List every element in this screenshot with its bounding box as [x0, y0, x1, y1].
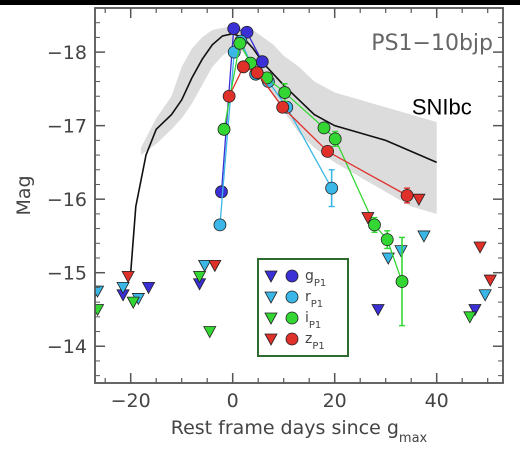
- series-z-point: [250, 66, 264, 80]
- series-r-upper-limit: [478, 289, 492, 302]
- y-tick-label: −17: [47, 116, 87, 138]
- legend-r-triangle: [264, 291, 278, 304]
- series-z-point: [321, 144, 334, 158]
- series-i-line: [223, 41, 403, 282]
- series-i-point: [328, 132, 342, 146]
- series-i: [95, 36, 477, 339]
- legend-i-label: iP1: [305, 310, 321, 331]
- series-z-upper-limit: [121, 270, 135, 284]
- legend-z-label-main: z: [305, 331, 312, 347]
- legend-i-label-sub: P1: [309, 320, 321, 331]
- x-tick-label: 20: [323, 390, 347, 412]
- legend-i-circle: [285, 311, 299, 325]
- series-g-point: [215, 185, 228, 199]
- series-z: [121, 60, 497, 287]
- legend-i-label-main: i: [305, 310, 309, 326]
- series-z-upper-limit: [208, 259, 222, 273]
- series-z-point: [400, 189, 414, 202]
- series-g-upper-limit: [141, 282, 156, 295]
- series-i-upper-limit: [126, 296, 140, 309]
- series-r-point: [213, 218, 227, 232]
- plot-frame: [94, 7, 504, 384]
- x-axis-label: Rest frame days since gmax: [171, 417, 428, 446]
- y-tick-label: −14: [47, 336, 87, 358]
- series-g: [95, 22, 482, 317]
- series-i-upper-limit: [463, 311, 477, 324]
- legend-z-circle: [285, 332, 299, 346]
- legend-i-triangle: [264, 312, 278, 325]
- series-z-upper-limit: [473, 241, 487, 254]
- series-g-upper-limit: [468, 304, 482, 317]
- legend-r-label-main: r: [305, 289, 311, 305]
- series-i-upper-limit: [95, 304, 105, 317]
- y-axis-label: Mag: [13, 175, 35, 215]
- chart-title: PS1−10bjp: [371, 31, 493, 56]
- legend-r-circle: [285, 290, 299, 304]
- y-tick-label: −15: [47, 263, 87, 285]
- legend-r-label: rP1: [305, 289, 323, 310]
- series-z-point: [276, 100, 290, 114]
- series-g-point: [240, 25, 254, 39]
- legend-g-triangle: [264, 270, 278, 283]
- series-r-point: [325, 181, 339, 195]
- series-z-point: [237, 60, 250, 74]
- series-r-upper-limit: [394, 245, 408, 258]
- series-i-point: [217, 122, 231, 136]
- series-i-upper-limit: [203, 326, 217, 339]
- legend-r-label-sub: P1: [311, 299, 323, 310]
- legend-g-label-main: g: [305, 268, 314, 284]
- x-axis-label-subscript: max: [399, 431, 428, 446]
- series-z-upper-limit: [361, 212, 375, 225]
- series-i-point: [380, 233, 394, 247]
- series-r-upper-limit: [417, 230, 431, 243]
- series-i-point: [317, 121, 331, 135]
- series-z-upper-limit: [483, 274, 497, 287]
- legend-g-label: gP1: [305, 268, 326, 289]
- axis-ticks: −20 0 20 40 −14 −15 −16 −17 −18: [47, 8, 503, 412]
- legend-z-label: zP1: [305, 331, 325, 352]
- series-g-upper-limit: [371, 304, 385, 317]
- series-r-upper-limit: [116, 282, 130, 295]
- series-layer: [95, 22, 497, 339]
- legend-g-label-sub: P1: [314, 278, 326, 289]
- x-tick-label: 0: [227, 390, 239, 412]
- series-i-point: [278, 86, 292, 99]
- x-tick-label: −20: [111, 390, 151, 412]
- series-i-point: [395, 275, 409, 288]
- series-g-point: [255, 55, 269, 69]
- x-tick-label: 40: [425, 390, 449, 412]
- series-i-point: [233, 36, 247, 50]
- legend-z-triangle: [264, 333, 278, 346]
- series-z-point: [222, 89, 236, 103]
- series-r-upper-limit: [381, 252, 395, 265]
- series-i-upper-limit: [192, 270, 207, 284]
- y-tick-label: −16: [47, 189, 87, 211]
- y-tick-label: −18: [47, 42, 87, 64]
- series-r-upper-limit: [197, 259, 212, 273]
- top-frame-bar: [0, 0, 520, 5]
- series-z-upper-limit: [412, 193, 426, 207]
- x-axis-label-main: Rest frame days since g: [171, 417, 399, 439]
- series-i-point: [368, 218, 381, 232]
- template-band-layer: [140, 26, 437, 214]
- template-annotation: SNIbc: [412, 95, 472, 120]
- series-r-upper-limit: [95, 285, 105, 298]
- template-uncertainty-band: [140, 26, 437, 214]
- legend-g-circle: [285, 269, 299, 283]
- series-g-point: [227, 22, 241, 35]
- legend-z-label-sub: P1: [312, 341, 324, 352]
